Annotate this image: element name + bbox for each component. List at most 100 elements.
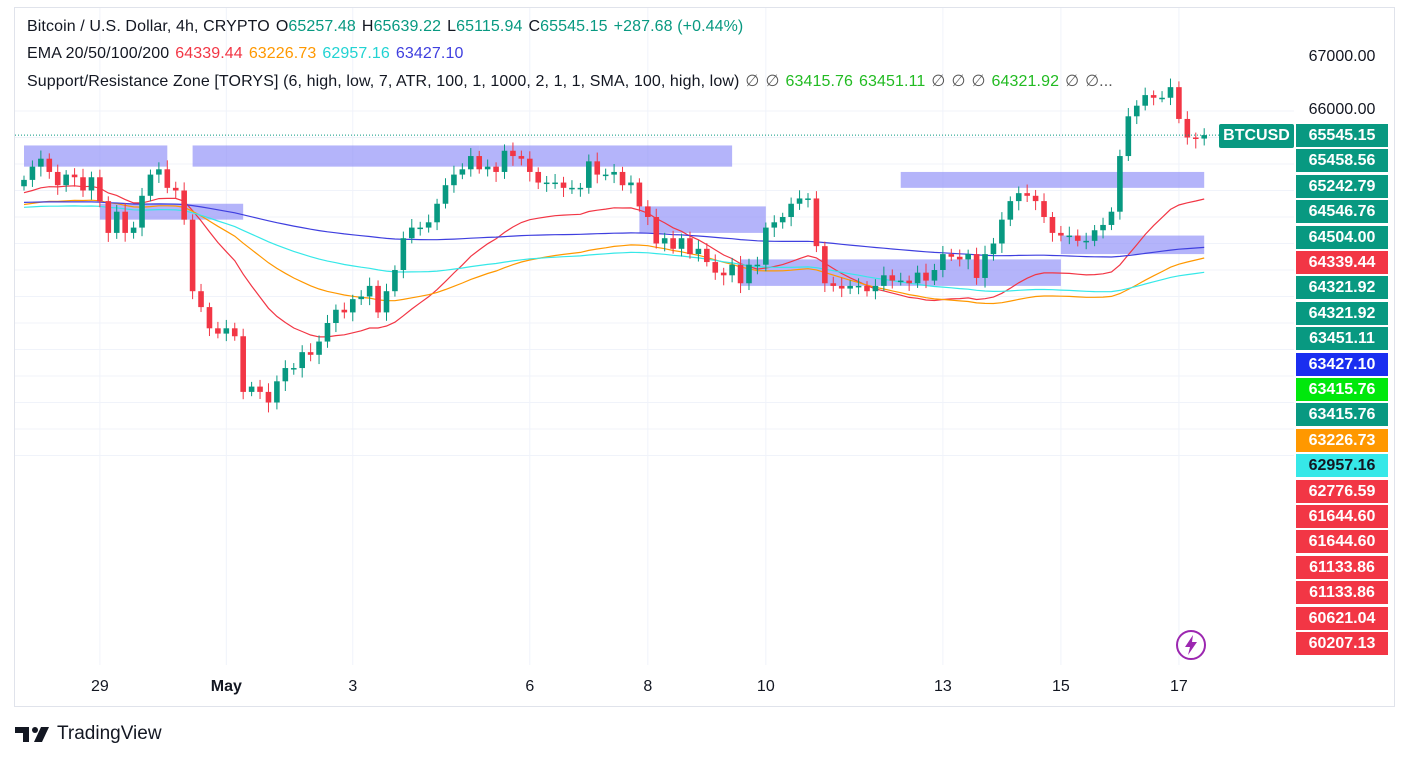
candle (1032, 195, 1039, 202)
candle (307, 352, 314, 355)
candle (645, 206, 651, 217)
sr-zone (639, 206, 766, 233)
candle (543, 182, 550, 185)
lightning-icon[interactable] (1175, 629, 1207, 661)
candle (467, 156, 474, 170)
candle (1201, 135, 1207, 139)
price-label: 63427.10 (1296, 352, 1388, 376)
candle (771, 222, 778, 228)
candle (425, 222, 432, 228)
candle (796, 198, 803, 204)
candle (349, 299, 356, 313)
candle (906, 280, 912, 284)
price-label: 60207.13 (1296, 632, 1388, 655)
legend-high-value: 65639.22 (373, 18, 442, 35)
legend-close-label: C (528, 18, 541, 35)
candle (383, 291, 390, 313)
legend-ema200-value: 63427.10 (395, 45, 464, 62)
price-axis-tick: 67000.00 (1308, 48, 1376, 65)
candle (181, 190, 187, 220)
legend-open-value: 65257.48 (288, 18, 356, 35)
candle (1142, 95, 1148, 106)
price-label: 61133.86 (1296, 555, 1388, 579)
candle (577, 187, 584, 190)
legend-ohlc: Bitcoin / U.S. Dollar, 4h, CRYPTO O65257.… (27, 18, 743, 36)
candle (527, 158, 533, 172)
candle (687, 238, 693, 255)
legend-low-value: 65115.94 (456, 18, 523, 35)
price-label: 65242.79 (1296, 174, 1388, 198)
candle (737, 264, 744, 284)
candle (333, 309, 339, 323)
candle (914, 272, 921, 284)
candle (628, 182, 634, 186)
candle (122, 211, 128, 233)
candle (864, 285, 870, 292)
candle (830, 283, 837, 286)
candle (392, 270, 398, 292)
legend-sr-zone-2: 63451.11 (859, 73, 926, 90)
candle (1176, 87, 1182, 119)
candle (375, 285, 381, 313)
candle (54, 171, 61, 186)
candle (560, 182, 567, 188)
candle (510, 150, 516, 157)
candle (956, 256, 963, 260)
price-chart[interactable] (0, 0, 1410, 710)
candle (282, 368, 289, 382)
legend-ema100-value: 62957.16 (322, 45, 390, 62)
candle (552, 182, 558, 185)
candle (881, 275, 887, 286)
candle (21, 179, 27, 187)
price-label: 63415.76 (1296, 403, 1388, 427)
candle (459, 169, 466, 175)
time-axis-label: 10 (756, 678, 775, 695)
candle (240, 336, 246, 392)
candle (948, 254, 955, 257)
candle (636, 182, 643, 207)
sr-zone (479, 145, 733, 167)
candle (661, 238, 668, 244)
candle (1167, 87, 1174, 98)
support-resistance-zones (24, 145, 1205, 286)
legend-low-label: L (447, 18, 457, 35)
candle (518, 156, 525, 159)
candle (198, 291, 204, 308)
candle (855, 285, 862, 288)
candle (130, 227, 137, 233)
candle (206, 307, 213, 329)
candle (139, 195, 145, 228)
candle (231, 328, 238, 337)
candle (594, 161, 601, 175)
price-label: 64321.92 (1296, 276, 1388, 300)
candle (172, 187, 179, 191)
tradingview-logo[interactable]: TradingView (15, 722, 162, 746)
legend-ema-name[interactable]: EMA 20/50/100/200 (27, 45, 170, 62)
candle (746, 264, 752, 284)
candle (990, 243, 997, 255)
time-axis-label: 17 (1170, 678, 1188, 695)
candle (847, 285, 853, 289)
candle (147, 174, 154, 196)
candle (316, 341, 322, 355)
candle (1066, 235, 1073, 238)
chart-frame (14, 7, 1395, 707)
legend-symbol[interactable]: Bitcoin / U.S. Dollar, 4h, CRYPTO (27, 18, 270, 35)
candle (872, 285, 879, 292)
candle (113, 211, 120, 233)
candle (940, 254, 946, 270)
time-axis-label: 15 (1051, 678, 1070, 695)
time-axis-label: 13 (933, 678, 952, 695)
candle (1007, 201, 1014, 220)
candle (999, 219, 1005, 244)
price-label: 63226.73 (1296, 428, 1388, 452)
candle (535, 171, 542, 183)
legend-sr-name[interactable]: Support/Resistance Zone [TORYS] (6, high… (27, 73, 740, 90)
candle (897, 280, 904, 283)
legend-sr-null-6: ∅ (1065, 73, 1080, 90)
price-label: 64546.76 (1296, 200, 1388, 224)
price-label: 62957.16 (1296, 454, 1388, 478)
candle (105, 201, 112, 233)
sr-zone (192, 145, 480, 167)
legend-change: +287.68 (+0.44%) (613, 18, 744, 35)
